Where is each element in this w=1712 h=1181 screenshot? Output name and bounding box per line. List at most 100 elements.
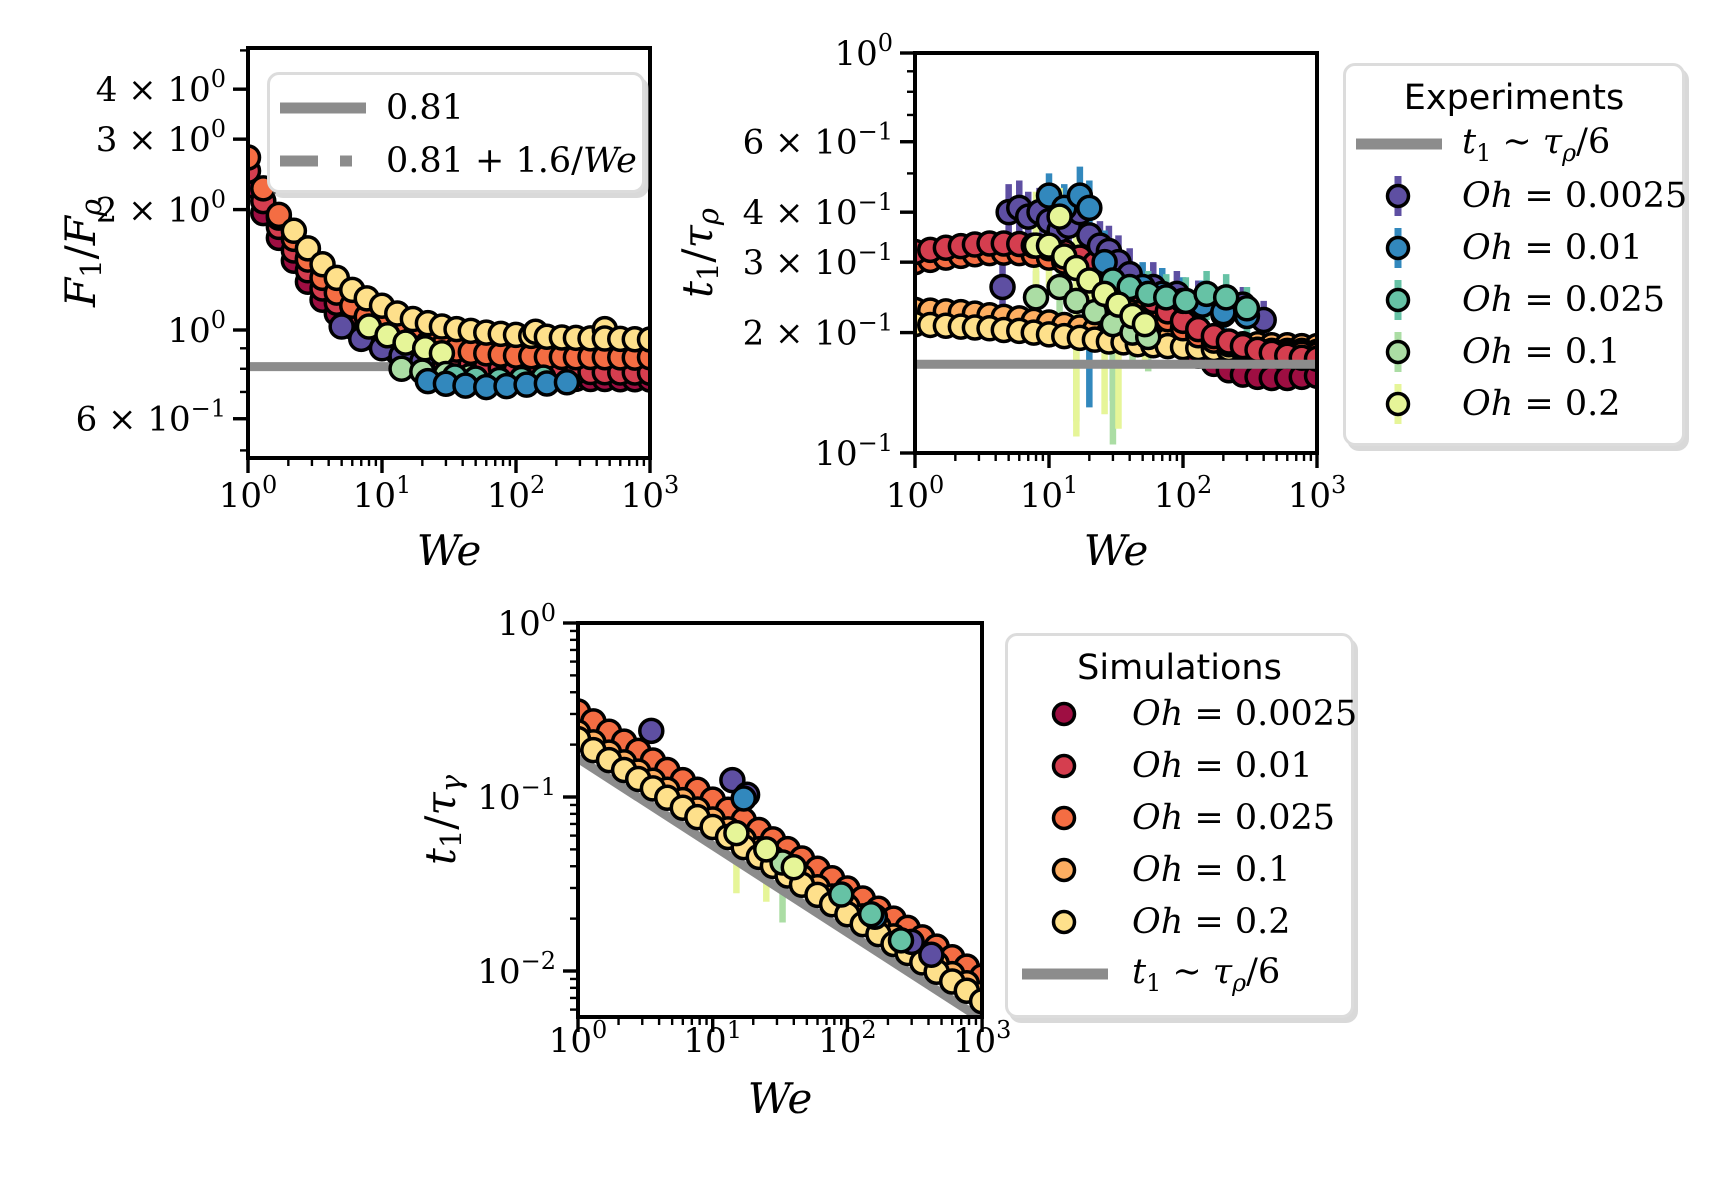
tick-label: 102 bbox=[818, 1016, 877, 1061]
data-point bbox=[730, 785, 757, 812]
tick-label: 102 bbox=[1154, 471, 1213, 516]
legend-circle-marker bbox=[1350, 276, 1446, 324]
axis-text: t1/τγ bbox=[416, 774, 468, 865]
circle-sample-icon bbox=[1385, 384, 1411, 424]
series-exp-0.01 bbox=[414, 367, 581, 401]
axis-text: t1/τρ bbox=[673, 208, 725, 298]
data-point bbox=[280, 217, 308, 245]
circle-sample-icon bbox=[1051, 701, 1077, 727]
legend-circle-marker bbox=[1012, 690, 1116, 738]
legend-circle-marker bbox=[1350, 380, 1446, 428]
tick-label: 2 × 10−1 bbox=[743, 309, 893, 354]
legend-label: 0.81 + 1.6/We bbox=[386, 140, 637, 181]
legend-row: Oh = 0.0025 bbox=[1350, 170, 1687, 222]
data-point bbox=[1131, 310, 1159, 338]
legend-row: Oh = 0.2 bbox=[1012, 896, 1347, 948]
legend-experiments-title: Experiments bbox=[1403, 78, 1625, 118]
legend-row: Oh = 0.01 bbox=[1350, 222, 1678, 274]
data-point bbox=[1046, 273, 1073, 301]
plot-A-data bbox=[248, 144, 650, 401]
axis-text: F1/Fρ bbox=[56, 199, 108, 308]
series-sim-0.2 bbox=[280, 217, 650, 353]
circle-sample-icon bbox=[1385, 176, 1411, 216]
circle-sample-icon bbox=[1385, 228, 1411, 268]
tick-label: 103 bbox=[1288, 471, 1347, 516]
legend-circle-marker bbox=[1012, 742, 1116, 790]
legend-label: Oh = 0.1 bbox=[1132, 850, 1291, 890]
tick-label: 4 × 100 bbox=[96, 65, 226, 110]
circle-sample-icon bbox=[1051, 805, 1077, 831]
legend-circle-marker bbox=[1012, 846, 1116, 894]
circle-sample-icon bbox=[1051, 857, 1077, 883]
legend-fit-rows: 0.81 0.81 + 1.6/We bbox=[274, 81, 638, 187]
tick-label: 100 bbox=[219, 471, 278, 516]
axis-text: We bbox=[748, 1074, 813, 1123]
tick-label: 100 bbox=[497, 599, 556, 644]
legend-row: 0.81 bbox=[274, 81, 638, 134]
axis-text: We bbox=[1084, 526, 1149, 575]
plot-B: 100 101 102 103 100 6 × 10−1 4 × 10−1 3 × 10−1 2… bbox=[673, 29, 1346, 575]
circle-sample-icon bbox=[1385, 280, 1411, 320]
tick-label: 6 × 10−1 bbox=[743, 118, 893, 163]
data-point bbox=[328, 313, 355, 340]
legend-experiments: Experiments t1 ∼ τρ/6 Oh = 0.0025 Oh = 0.0… bbox=[1343, 63, 1687, 446]
tick-label: 100 bbox=[167, 306, 226, 351]
reference-line bbox=[578, 754, 982, 1017]
plot-B-data bbox=[915, 166, 1317, 445]
tick-label: 10−2 bbox=[477, 947, 556, 992]
data-point bbox=[887, 927, 915, 954]
series-exp-0.025 bbox=[1099, 267, 1261, 322]
legend-row: t1 ∼ τρ/6 bbox=[1350, 118, 1678, 170]
tick-label: 101 bbox=[353, 471, 412, 516]
tick-label: 10−1 bbox=[814, 429, 893, 474]
data-point bbox=[248, 144, 262, 171]
data-point bbox=[1022, 284, 1050, 311]
legend-label: 0.81 bbox=[386, 87, 464, 128]
legend-simulations-rows: Oh = 0.0025 Oh = 0.01 Oh = 0.025 Oh = 0.1 Oh… bbox=[1012, 688, 1357, 1000]
legend-row: 0.81 + 1.6/We bbox=[274, 134, 638, 187]
legend-simulations: Simulations Oh = 0.0025 Oh = 0.01 Oh = 0.0… bbox=[1005, 633, 1357, 1018]
plot-B-ticks: 100 101 102 103 100 6 × 10−1 4 × 10−1 3 × 10−1 2… bbox=[743, 29, 1347, 516]
legend-row: Oh = 0.025 bbox=[1350, 274, 1678, 326]
tick-label: 103 bbox=[953, 1016, 1012, 1061]
data-point bbox=[989, 273, 1016, 301]
legend-row: Oh = 0.1 bbox=[1350, 326, 1678, 378]
legend-fit-lines: 0.81 0.81 + 1.6/We bbox=[267, 72, 645, 193]
legend-label: Oh = 0.025 bbox=[1132, 798, 1336, 838]
legend-row: Oh = 0.025 bbox=[1012, 792, 1347, 844]
data-point bbox=[1233, 295, 1261, 322]
legend-circle-marker bbox=[1012, 794, 1116, 842]
data-point bbox=[723, 819, 750, 847]
legend-label: Oh = 0.2 bbox=[1132, 902, 1291, 942]
circle-sample-icon bbox=[1385, 332, 1411, 372]
tick-label: 6 × 10−1 bbox=[76, 395, 226, 440]
plot-spines bbox=[246, 46, 652, 460]
legend-row: t1 ∼ τρ/6 bbox=[1012, 948, 1347, 1000]
series-exp-0.025 bbox=[827, 881, 915, 954]
data-point bbox=[265, 201, 293, 229]
series-exp-0.2 bbox=[355, 313, 456, 367]
axis-text: We bbox=[417, 526, 482, 575]
plot-A-ticks: 100 101 102 103 4 × 100 3 × 100 2 × 100 100 6 × … bbox=[76, 49, 680, 516]
tick-label: 3 × 100 bbox=[96, 115, 226, 160]
legend-simulations-title: Simulations bbox=[1077, 648, 1282, 688]
plot-C-ticks: 100 101 102 103 100 10−1 10−2 bbox=[477, 599, 1011, 1061]
data-point bbox=[1212, 284, 1240, 311]
plot-spines bbox=[913, 51, 1319, 455]
legend-label: Oh = 0.0025 bbox=[1462, 176, 1688, 216]
data-point bbox=[827, 881, 855, 908]
legend-line-marker bbox=[274, 95, 370, 121]
tick-label: 2 × 100 bbox=[96, 186, 226, 231]
data-point bbox=[968, 988, 982, 1015]
data-point bbox=[553, 369, 581, 396]
legend-label: Oh = 0.025 bbox=[1462, 280, 1666, 320]
legend-label: Oh = 0.01 bbox=[1132, 746, 1313, 786]
legend-circle-marker bbox=[1350, 224, 1446, 272]
data-point bbox=[857, 900, 885, 928]
data-point bbox=[780, 853, 808, 881]
legend-label: Oh = 0.0025 bbox=[1132, 694, 1358, 734]
tick-label: 103 bbox=[621, 471, 680, 516]
legend-label: Oh = 0.2 bbox=[1462, 384, 1621, 424]
